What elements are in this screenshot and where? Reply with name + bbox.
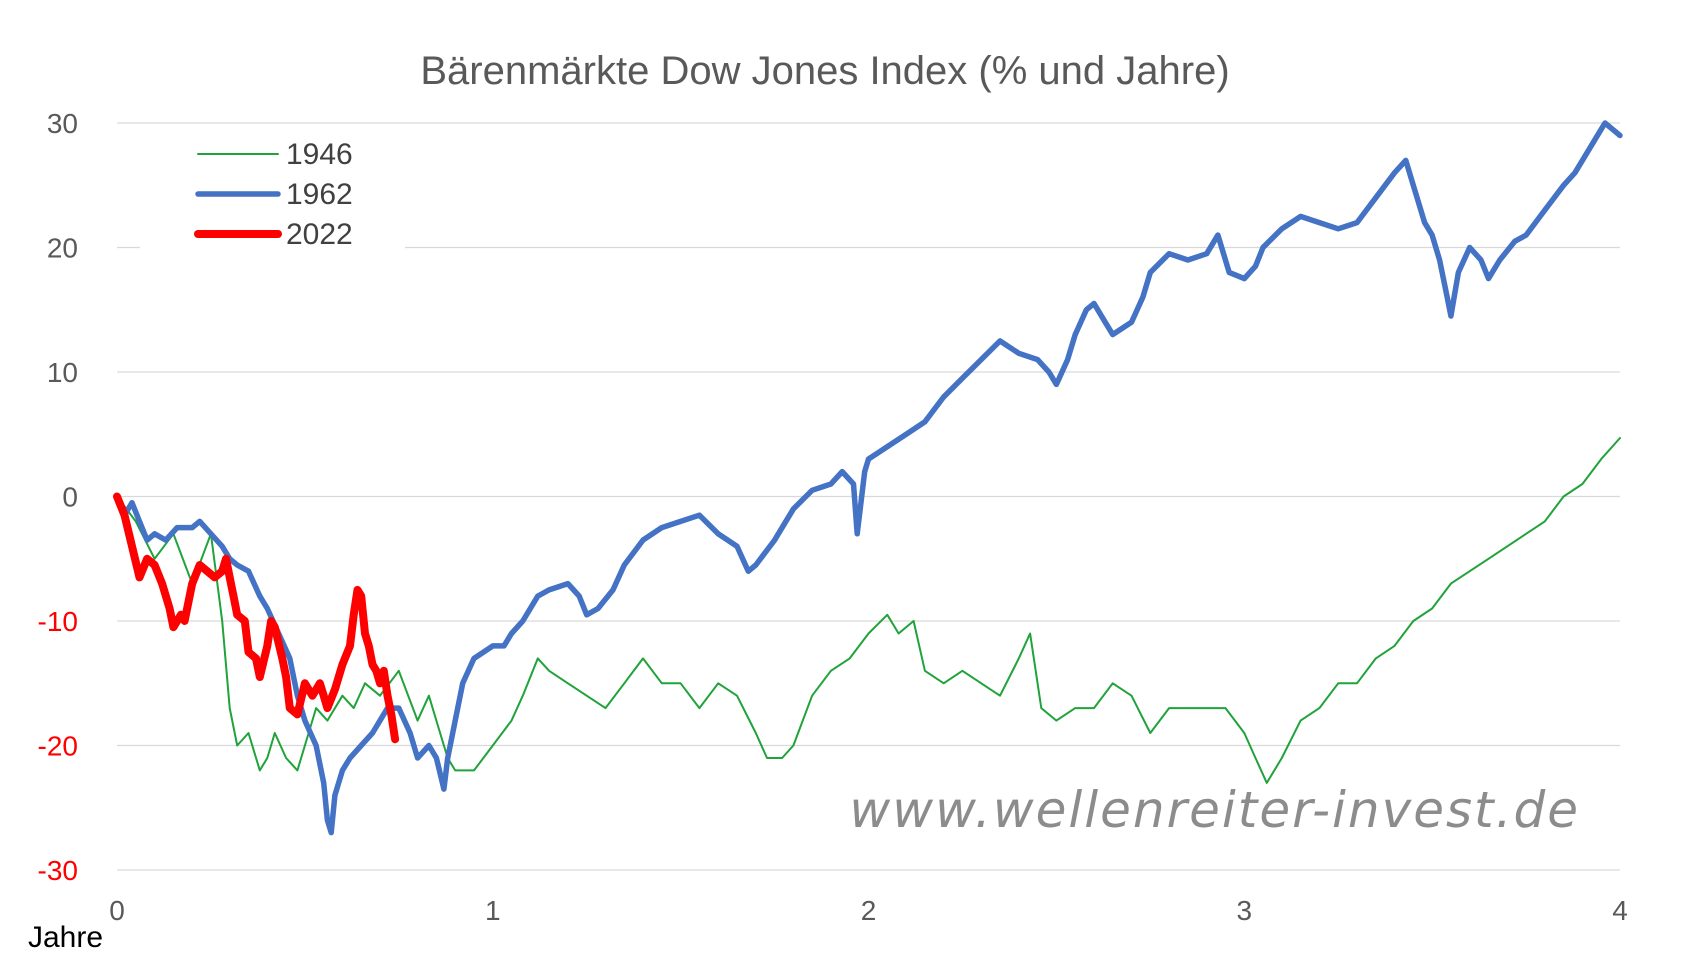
y-tick-label: 0	[62, 482, 78, 513]
x-tick-label: 1	[485, 895, 501, 926]
x-tick-label: 3	[1236, 895, 1252, 926]
y-axis-ticks: 30 20 10 0 -10 -20 -30	[38, 108, 78, 886]
y-tick-label: 10	[47, 357, 78, 388]
series-lines	[113, 120, 1623, 836]
y-tick-label: -20	[38, 731, 78, 762]
legend-label-1946: 1946	[286, 138, 353, 171]
legend-label-1962: 1962	[286, 178, 353, 211]
x-tick-label: 4	[1612, 895, 1628, 926]
series-line-2022	[113, 492, 400, 744]
series-line-1946	[116, 437, 1621, 784]
y-tick-label: -10	[38, 606, 78, 637]
chart-title: Bärenmärkte Dow Jones Index (% und Jahre…	[420, 49, 1229, 93]
series-line-1962	[114, 120, 1623, 836]
x-axis-label: Jahre	[28, 921, 103, 954]
x-axis-ticks: 0 1 2 3 4	[109, 895, 1628, 926]
legend-background	[140, 125, 405, 250]
x-tick-label: 0	[109, 895, 125, 926]
legend: 1946 1962 2022	[140, 125, 405, 251]
y-tick-label: -30	[38, 855, 78, 886]
y-tick-label: 30	[47, 108, 78, 139]
watermark: www.wellenreiter-invest.de	[849, 781, 1580, 839]
x-tick-label: 2	[861, 895, 877, 926]
legend-label-2022: 2022	[286, 218, 353, 251]
y-tick-label: 20	[47, 233, 78, 264]
